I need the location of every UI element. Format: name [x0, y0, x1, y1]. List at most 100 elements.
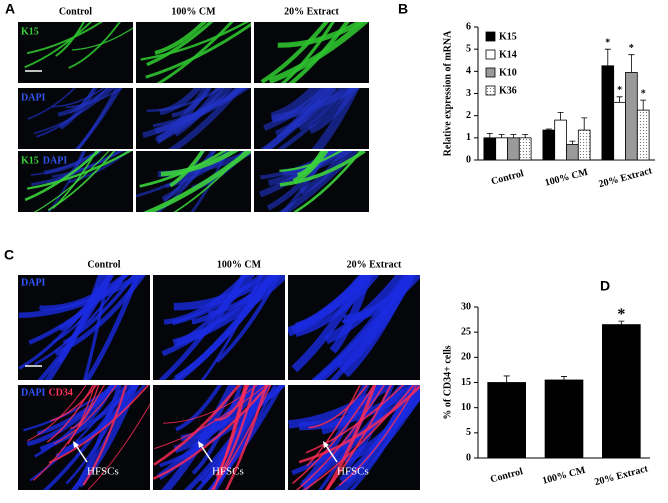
- tissue-strand: [68, 151, 131, 184]
- bar: [625, 72, 638, 161]
- x-tick-label: Control: [490, 168, 525, 187]
- tissue-strand: [51, 88, 106, 108]
- row-label: K15: [21, 155, 39, 166]
- micrograph-content: [27, 88, 124, 149]
- arrow-label: HFSCs: [212, 466, 244, 478]
- significance-star: *: [605, 37, 610, 48]
- tissue-strand: [268, 22, 369, 83]
- column-header: Control: [59, 6, 92, 17]
- micrograph-content: [24, 151, 133, 212]
- tissue-strand: [154, 22, 208, 56]
- bar: [554, 119, 567, 161]
- micrograph-content: [259, 88, 361, 149]
- tissue-strand: [191, 385, 244, 475]
- tissue-strand: [82, 385, 128, 486]
- legend-label: K15: [499, 31, 517, 42]
- y-tick-label: 25: [461, 326, 471, 337]
- micrograph-content: [288, 275, 420, 380]
- panel-label: C: [4, 247, 14, 263]
- tissue-strand: [47, 151, 87, 212]
- tissue-strand: [24, 22, 93, 69]
- arrow-head: [198, 441, 204, 448]
- y-tick-label: 10: [461, 402, 471, 413]
- tissue-strand: [298, 385, 420, 464]
- tissue-strand: [50, 385, 98, 422]
- bar: [495, 137, 508, 161]
- tissue-strand: [161, 275, 277, 357]
- legend-label: K36: [499, 85, 517, 96]
- tissue-strand: [168, 88, 244, 149]
- error-bar: [503, 375, 510, 383]
- tissue-strand: [136, 151, 232, 198]
- tissue-strand: [53, 385, 118, 445]
- bar: [487, 382, 526, 459]
- significance-star: *: [617, 85, 622, 96]
- tissue-strand: [302, 385, 415, 490]
- column-header: 100% CM: [217, 259, 262, 270]
- significance-star: *: [629, 43, 634, 54]
- micrograph-content: [136, 151, 251, 212]
- panel-label: D: [600, 278, 610, 294]
- tissue-strand: [306, 385, 361, 467]
- bar: [507, 137, 520, 161]
- row-label: DAPI: [43, 155, 68, 166]
- tissue-strand: [39, 275, 130, 311]
- tissue-strand: [153, 385, 270, 480]
- tissue-strand: [33, 385, 106, 481]
- significance-star: *: [617, 306, 625, 323]
- tissue-strand: [200, 275, 263, 380]
- tissue-strand: [84, 275, 141, 380]
- legend-label: K10: [499, 67, 517, 78]
- tissue-strand: [48, 385, 150, 464]
- tissue-strand: [224, 385, 268, 490]
- tissue-strand: [77, 385, 139, 488]
- tissue-strand: [260, 22, 330, 83]
- row-label: DAPI: [21, 92, 46, 103]
- micrograph-content: [142, 88, 251, 149]
- error-bar: [628, 54, 635, 73]
- tissue-strand: [71, 27, 133, 51]
- tissue-strand: [172, 88, 225, 137]
- tissue-strand: [295, 385, 385, 490]
- error-bar: [498, 134, 505, 138]
- error-bar: [545, 128, 552, 131]
- tissue-strand: [293, 151, 363, 212]
- y-tick-label: 15: [461, 377, 471, 388]
- tissue-strand: [173, 151, 247, 212]
- tissue-strand: [325, 385, 393, 490]
- row-label: DAPI: [21, 277, 46, 288]
- column-header: 20% Extract: [284, 6, 339, 17]
- bar: [566, 144, 579, 161]
- y-tick-label: 4: [466, 66, 471, 77]
- tissue-strand: [27, 88, 76, 120]
- tissue-strand: [23, 385, 117, 432]
- tissue-strand: [30, 151, 100, 176]
- error-bar: [557, 111, 564, 121]
- bar: [483, 137, 497, 161]
- tissue-strand: [279, 151, 343, 173]
- tissue-strand: [160, 151, 239, 177]
- column-header: Control: [87, 259, 120, 270]
- tissue-strand: [169, 151, 205, 188]
- error-bar: [604, 48, 611, 66]
- tissue-strand: [142, 151, 251, 212]
- legend-swatch: [485, 49, 496, 60]
- tissue-strand: [82, 275, 110, 380]
- bar: [636, 109, 650, 161]
- tissue-strand: [154, 385, 267, 450]
- tissue-strand: [70, 385, 100, 429]
- micrograph-content: [140, 22, 251, 83]
- error-bar: [522, 134, 529, 138]
- error-bar: [510, 134, 517, 138]
- tissue-strand: [72, 385, 122, 490]
- tissue-strand: [87, 403, 150, 490]
- tissue-strand: [65, 385, 133, 485]
- y-tick-label: 1: [466, 132, 471, 143]
- tissue-strand: [34, 275, 128, 366]
- tissue-strand: [156, 22, 234, 83]
- arrow: [199, 443, 213, 463]
- tissue-strand: [214, 385, 250, 421]
- tissue-strand: [276, 88, 354, 149]
- tissue-strand: [295, 275, 380, 337]
